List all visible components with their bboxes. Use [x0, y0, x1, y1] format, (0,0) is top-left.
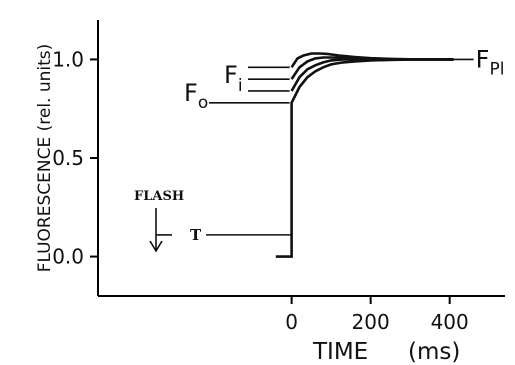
fo-sub: o — [198, 93, 208, 113]
fpl-sub: Pl — [489, 59, 504, 79]
t-label: T — [190, 226, 202, 244]
series-line-2 — [290, 58, 454, 92]
flash-label: FLASH — [134, 189, 184, 204]
fo-label: Fo — [184, 79, 208, 113]
fpl-main: F — [476, 45, 490, 73]
x-axis-unit: (ms) — [408, 339, 460, 365]
fi-label: Fi — [224, 61, 243, 96]
y-tick-label: 0.5 — [52, 146, 84, 170]
flash-arrow-icon — [149, 240, 163, 253]
series-line-1 — [275, 58, 454, 258]
annotations: FPl Fi Fo FLASH T — [134, 45, 505, 253]
axes — [97, 20, 505, 297]
fi-sub: i — [238, 76, 243, 96]
fpl-label: FPl — [476, 45, 505, 79]
y-axis-title: FLUORESCENCE (rel. units) — [35, 44, 55, 273]
fi-leader-lines — [248, 66, 290, 92]
x-tick-label: 200 — [352, 310, 390, 334]
x-tick-label: 0 — [285, 310, 298, 334]
series-line-4 — [290, 52, 454, 69]
y-tick-label: 0.0 — [52, 245, 84, 269]
ticks: 0.0 0.5 1.0 0 200 400 — [52, 47, 469, 334]
x-axis-title: TIME — [312, 339, 368, 365]
y-tick-label: 1.0 — [52, 47, 84, 71]
x-tick-label: 400 — [431, 310, 469, 334]
series-group — [275, 52, 454, 258]
fo-main: F — [184, 79, 198, 107]
fi-main: F — [224, 61, 238, 89]
